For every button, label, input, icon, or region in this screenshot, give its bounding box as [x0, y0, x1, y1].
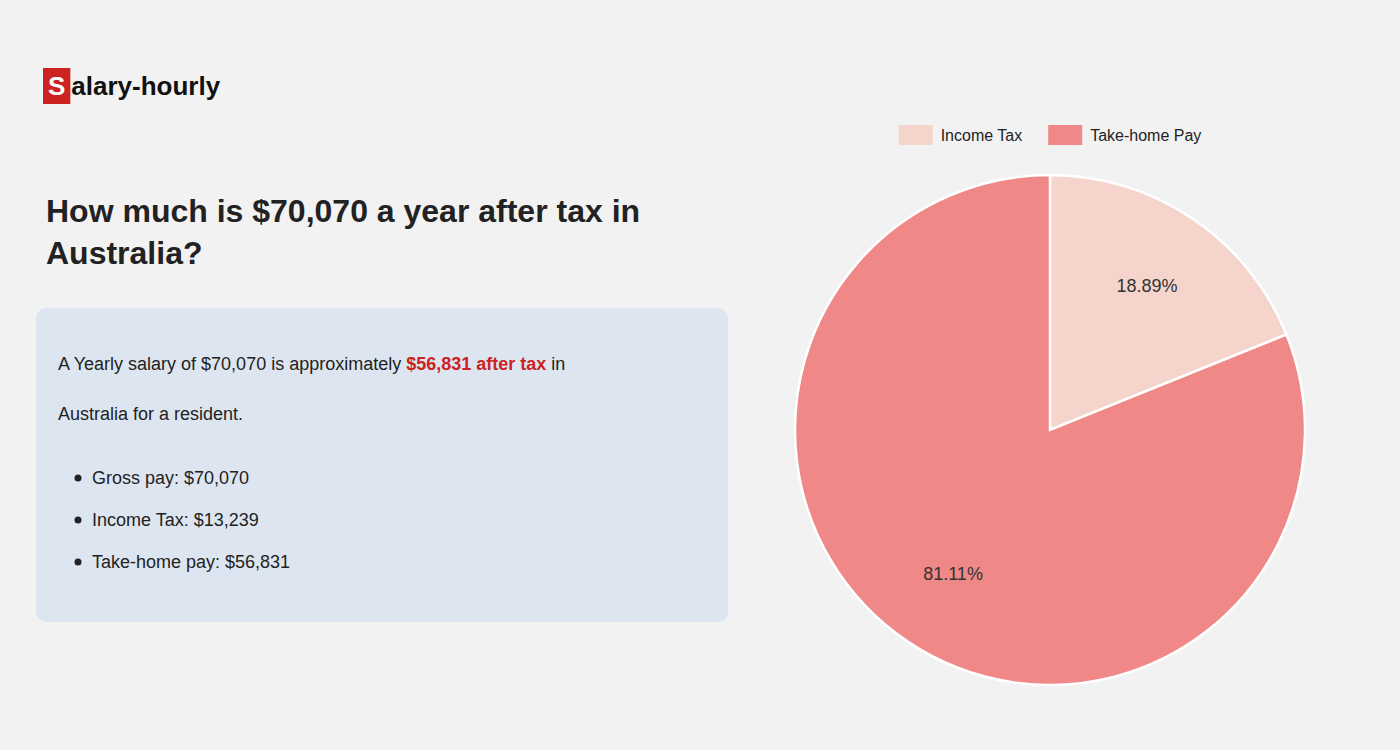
data-label: 81.11%	[923, 564, 983, 584]
legend-item: Income Tax	[899, 125, 1023, 145]
info-highlight: $56,831 after tax	[406, 354, 546, 374]
legend-label: Income Tax	[941, 127, 1023, 144]
bullet-dot	[75, 559, 82, 566]
info-text: in	[551, 354, 565, 374]
legend: Income Tax Take-home Pay	[899, 125, 1202, 145]
info-box	[36, 308, 728, 622]
bullet-dot	[75, 517, 82, 524]
legend-label: Take-home Pay	[1090, 127, 1201, 144]
logo-box	[43, 68, 70, 104]
background	[0, 0, 1400, 750]
logo-text: Salary-hourly	[48, 71, 221, 101]
bullet-text: Take-home pay: $56,831	[92, 552, 290, 572]
info-text: A Yearly salary of $70,070 is approximat…	[58, 354, 401, 374]
data-label: 18.89%	[1116, 276, 1177, 296]
logo: Salary-hourly	[43, 68, 221, 104]
title: How much is $70,070 a year after tax inA…	[46, 193, 640, 271]
legend-swatch	[899, 125, 933, 145]
data-labels: 18.89% 81.11%	[923, 276, 1177, 584]
bullet-dot	[75, 475, 82, 482]
info-line: A Yearly salary of $70,070 is approximat…	[58, 354, 565, 374]
legend-item: Take-home Pay	[1048, 125, 1201, 145]
pie	[795, 175, 1305, 685]
legend-swatch	[1048, 125, 1082, 145]
info-text: Australia for a resident.	[58, 404, 243, 424]
bullet-text: Income Tax: $13,239	[92, 510, 259, 530]
pie-slice	[795, 175, 1305, 685]
bullet-text: Gross pay: $70,070	[92, 468, 249, 488]
